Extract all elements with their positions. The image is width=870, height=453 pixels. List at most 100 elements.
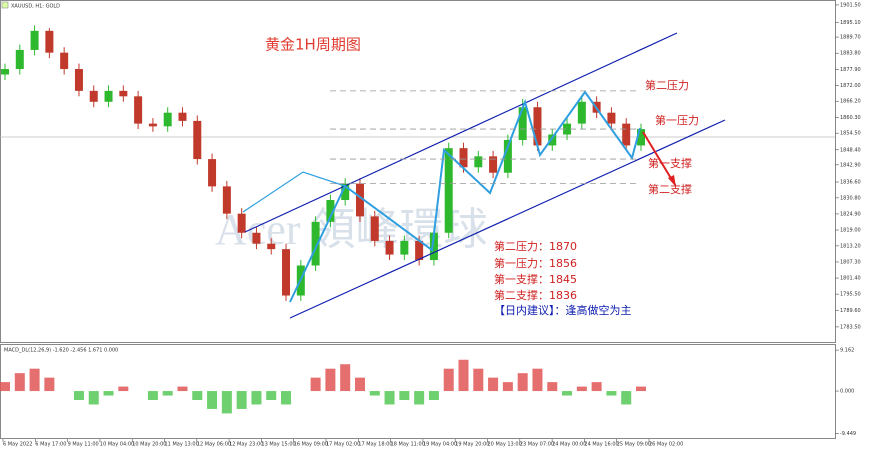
- y-tick-label: 1801.40: [840, 276, 861, 282]
- candle-body: [548, 134, 557, 146]
- macd-bar: [192, 391, 203, 400]
- x-tick-label: 16 May 09:00: [294, 442, 328, 448]
- y-tick-label: 1789.60: [840, 308, 861, 314]
- candle-body: [637, 129, 645, 146]
- macd-bar: [147, 391, 158, 400]
- candle-body: [415, 240, 424, 261]
- candle-body: [444, 148, 453, 233]
- candle-body: [60, 52, 69, 70]
- y-tick-label: 1854.50: [840, 131, 861, 137]
- candle-body: [193, 120, 202, 160]
- y-tick-label: 1848.40: [840, 147, 861, 153]
- macd-bar: [103, 391, 114, 396]
- macd-bar: [281, 391, 292, 405]
- x-tick-label: 6 May 17:00: [35, 442, 66, 448]
- macd-bar: [399, 391, 410, 400]
- macd-bar: [29, 368, 40, 392]
- y-tick-label: 1860.30: [840, 115, 861, 121]
- macd-bar: [14, 373, 25, 392]
- macd-bar: [369, 391, 380, 396]
- x-tick-label: 12 May 23:00: [229, 442, 263, 448]
- x-tick-label: 6 May 2022: [3, 442, 32, 448]
- level-text: 第二支撑：1836: [494, 288, 577, 302]
- x-tick-label: 25 May 09:00: [617, 442, 651, 448]
- forecast-arrow: [642, 131, 673, 181]
- candle-body: [104, 90, 113, 102]
- macd-bar: [73, 391, 84, 400]
- macd-bar: [251, 391, 262, 405]
- watermark: Acer 領峰環球: [215, 205, 488, 254]
- candle-body: [282, 249, 291, 296]
- y-tick-label: 1807.30: [840, 259, 861, 265]
- y-tick-label: 1819.00: [840, 228, 861, 234]
- candle-body: [577, 101, 586, 124]
- candle-body: [148, 123, 157, 127]
- macd-bar: [517, 373, 528, 392]
- candle-body: [163, 112, 172, 127]
- y-tick-label: 9.162: [840, 348, 854, 354]
- level-text: 第一压力：1856: [494, 256, 577, 270]
- x-tick-label: 10 May 04:00: [100, 442, 134, 448]
- x-tick-label: 9 May 11:00: [68, 442, 99, 448]
- y-tick-label: 1889.70: [840, 35, 861, 41]
- macd-bar: [384, 391, 395, 405]
- macd-bar: [0, 382, 10, 392]
- y-tick-label: 1895.10: [840, 20, 861, 26]
- y-tick-label: 1813.20: [840, 243, 861, 249]
- candle-body: [489, 156, 498, 173]
- macd-bar: [473, 368, 484, 392]
- macd-bar: [207, 391, 218, 409]
- candles: [1, 25, 645, 301]
- candle-body: [15, 49, 24, 70]
- candle-body: [341, 183, 350, 201]
- y-tick-label: 0.000: [840, 389, 854, 395]
- x-tick-label: 13 May 15:00: [261, 442, 295, 448]
- y-tick-label: 1836.60: [840, 180, 861, 186]
- candle-body: [370, 216, 379, 241]
- macd-bar: [547, 382, 558, 392]
- level-name: 第一支撑: [648, 156, 692, 170]
- candle-body: [503, 139, 512, 173]
- macd-bar: [118, 386, 129, 392]
- x-tick-label: 11 May 13:00: [165, 442, 199, 448]
- macd-bar: [414, 391, 425, 405]
- macd-bar: [44, 377, 55, 392]
- level-text: 第一支撑：1845: [494, 272, 577, 286]
- y-tick-label: 1866.20: [840, 99, 861, 105]
- candle-body: [429, 232, 438, 261]
- candle-body: [252, 232, 261, 244]
- price-frame: [0, 0, 836, 343]
- x-tick-label: 18 May 11:00: [391, 442, 425, 448]
- x-tick-label: 17 May 18:00: [358, 442, 392, 448]
- candle-body: [89, 90, 98, 102]
- macd-bar: [162, 391, 173, 396]
- level-name: 第二支撑: [648, 182, 692, 196]
- candle-body: [518, 107, 527, 140]
- candle-body: [622, 123, 631, 146]
- y-tick-label: 1842.90: [840, 162, 861, 168]
- macd-bar: [621, 391, 632, 405]
- macd-frame: [0, 344, 836, 439]
- macd-bar: [606, 391, 617, 396]
- y-tick-label: -9.449: [840, 431, 856, 437]
- x-tick-label: 19 May 20:00: [455, 442, 489, 448]
- level-name: 第二压力: [645, 78, 689, 92]
- x-tick-label: 24 May 16:00: [584, 442, 618, 448]
- wave-lines-minor: [242, 171, 346, 213]
- candle-body: [237, 213, 246, 233]
- candle-body: [607, 112, 616, 124]
- x-tick-label: 10 May 20:00: [132, 442, 166, 448]
- candle-body: [119, 90, 128, 97]
- macd-bar: [576, 386, 587, 392]
- macd-label: MACD_DL(12,26,9) -1.620 -2.456 1.671 0.0…: [4, 348, 118, 354]
- candle-body: [267, 243, 276, 250]
- y-tick-label: 1830.80: [840, 195, 861, 201]
- symbol: XAUUSD, H1: GOLD: [11, 4, 60, 10]
- arrowhead: [668, 175, 676, 187]
- macd-bar: [340, 364, 351, 392]
- macd-bar: [428, 391, 439, 400]
- x-tick-label: 26 May 02:00: [649, 442, 683, 448]
- candle-body: [30, 30, 39, 50]
- level-text: 第二压力：1870: [494, 239, 577, 253]
- y-tick-label: 1883.80: [840, 51, 861, 57]
